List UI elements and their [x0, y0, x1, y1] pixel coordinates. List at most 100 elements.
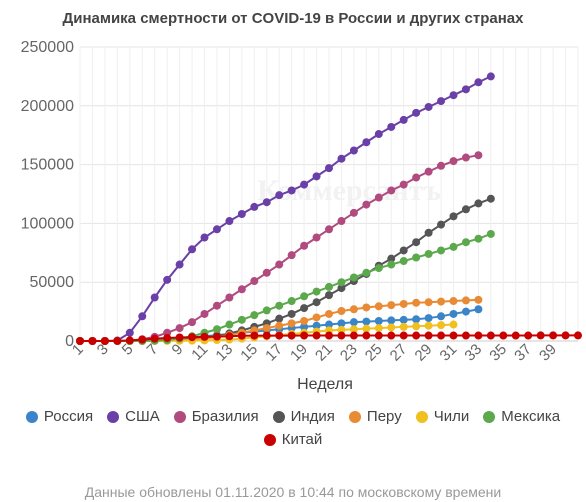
- data-point: [474, 331, 483, 340]
- legend-item[interactable]: США: [107, 408, 160, 425]
- data-point: [399, 115, 408, 124]
- data-point: [387, 260, 396, 269]
- data-point: [188, 318, 197, 327]
- data-point: [275, 331, 284, 340]
- data-point: [325, 225, 333, 234]
- data-point: [449, 157, 458, 166]
- data-point: [461, 331, 470, 340]
- data-point: [163, 334, 172, 343]
- data-point: [250, 311, 259, 320]
- data-point: [237, 331, 246, 340]
- data-point: [437, 97, 446, 106]
- data-point: [113, 336, 122, 345]
- x-tick-label: 37: [511, 341, 535, 365]
- data-point: [412, 253, 421, 262]
- data-point: [511, 331, 520, 340]
- legend-label: Бразилия: [191, 408, 259, 425]
- data-point: [449, 320, 458, 329]
- data-point: [461, 153, 470, 162]
- data-point: [275, 314, 284, 323]
- x-axis-label: Неделя: [297, 376, 353, 393]
- x-tick-label: 17: [262, 341, 286, 365]
- data-point: [412, 238, 421, 247]
- data-point: [362, 324, 371, 333]
- legend-marker-icon: [25, 410, 38, 423]
- data-point: [474, 151, 483, 160]
- data-point: [474, 78, 483, 87]
- data-point: [424, 102, 433, 111]
- y-tick-label: 150000: [21, 157, 74, 174]
- legend-marker-icon: [272, 410, 285, 423]
- legend-item[interactable]: Индия: [272, 408, 335, 425]
- data-point: [262, 324, 271, 333]
- data-point: [374, 130, 383, 139]
- legend-item[interactable]: Мексика: [483, 408, 560, 425]
- data-point: [175, 324, 184, 333]
- data-point: [387, 254, 396, 263]
- data-point: [287, 186, 296, 195]
- data-point: [349, 146, 358, 155]
- data-point: [424, 321, 433, 330]
- legend-label: Чили: [433, 408, 470, 425]
- data-point: [150, 334, 159, 343]
- data-point: [486, 72, 495, 81]
- data-point: [449, 242, 458, 251]
- data-point: [449, 91, 458, 100]
- data-point: [250, 331, 259, 340]
- data-point: [225, 293, 234, 302]
- legend-item[interactable]: Перу: [348, 408, 402, 425]
- data-point: [300, 180, 309, 189]
- data-point: [387, 186, 396, 195]
- data-point: [325, 309, 333, 318]
- data-point: [549, 331, 558, 340]
- legend-marker-icon: [415, 410, 428, 423]
- data-point: [300, 304, 309, 313]
- data-point: [499, 331, 508, 340]
- legend-item[interactable]: Чили: [415, 408, 470, 425]
- data-point: [275, 191, 284, 200]
- data-point: [200, 309, 209, 318]
- data-point: [88, 337, 97, 345]
- data-point: [312, 172, 321, 181]
- data-point: [437, 161, 446, 170]
- data-point: [374, 302, 383, 311]
- data-point: [188, 245, 197, 254]
- legend-item[interactable]: Россия: [25, 408, 93, 425]
- data-point: [100, 337, 109, 345]
- data-point: [138, 312, 147, 321]
- data-point: [486, 229, 495, 238]
- data-point: [125, 336, 134, 345]
- data-point: [399, 331, 408, 340]
- data-point: [188, 333, 197, 342]
- data-point: [312, 233, 321, 242]
- legend-item[interactable]: Бразилия: [173, 408, 259, 425]
- data-point: [424, 228, 433, 237]
- x-tick-label: 19: [287, 341, 311, 365]
- data-point: [399, 257, 408, 266]
- data-point: [337, 325, 346, 334]
- y-tick-label: 50000: [30, 274, 75, 291]
- x-tick-label: 25: [362, 341, 386, 365]
- data-point: [399, 299, 408, 308]
- x-tick-label: 39: [536, 341, 560, 365]
- data-point: [275, 260, 284, 269]
- x-tick-label: 13: [212, 341, 236, 365]
- x-tick-label: 23: [337, 341, 361, 365]
- data-point: [387, 316, 396, 325]
- x-tick-label: 21: [312, 341, 336, 365]
- y-tick-label: 200000: [21, 98, 74, 115]
- data-point: [461, 307, 470, 316]
- data-point: [138, 335, 147, 344]
- data-point: [175, 333, 184, 342]
- data-point: [362, 317, 371, 326]
- data-point: [237, 285, 246, 294]
- data-point: [312, 331, 321, 340]
- data-point: [412, 173, 421, 182]
- data-point: [374, 264, 383, 273]
- data-point: [325, 331, 333, 340]
- legend-item[interactable]: Китай: [263, 431, 322, 448]
- data-point: [437, 331, 446, 340]
- data-point: [374, 193, 383, 202]
- data-point: [437, 312, 446, 321]
